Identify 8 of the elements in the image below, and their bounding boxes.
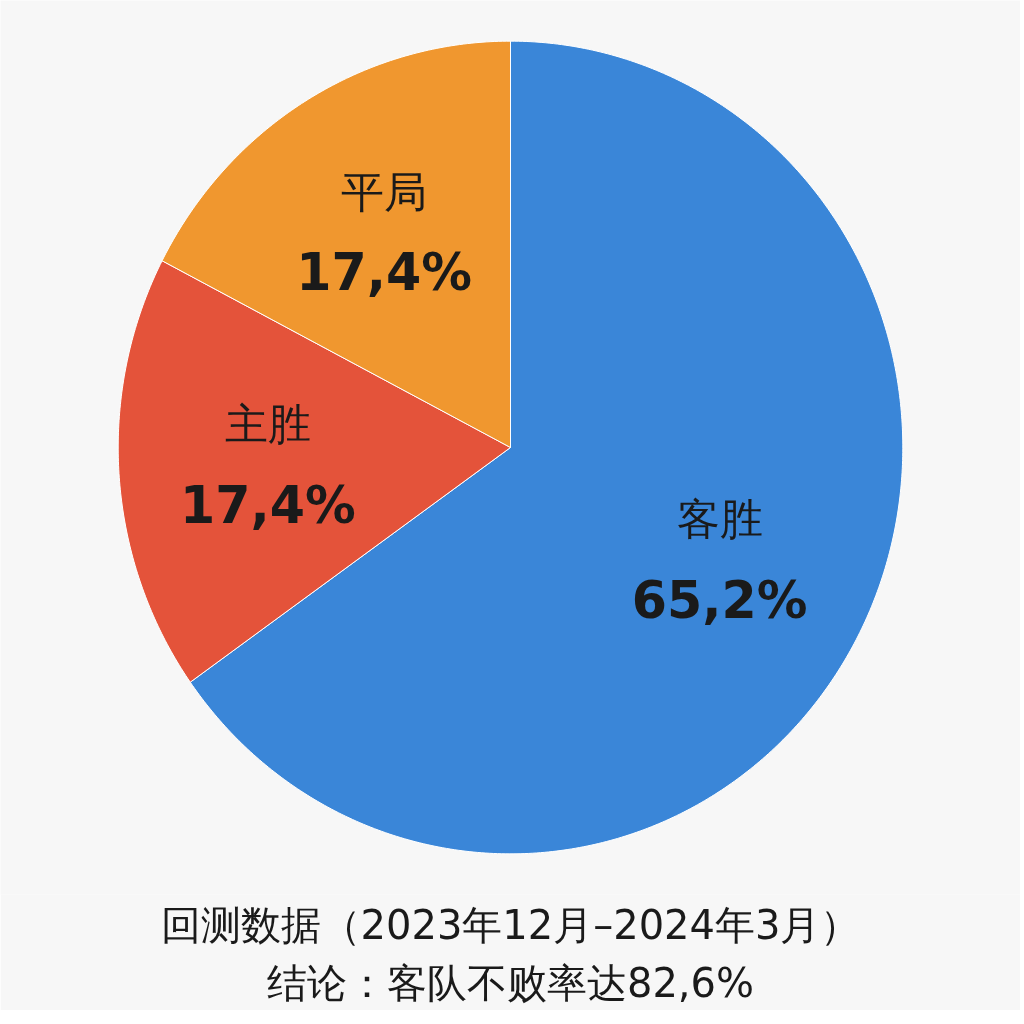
slice-label: 平局: [341, 166, 428, 217]
text: 结论：客队不败率达82,6%: [266, 959, 755, 1006]
data-label: 17,4%: [296, 243, 472, 303]
text: 回测数据（2023年12月–2024年3月）: [160, 901, 861, 948]
slice-label: 主胜: [224, 399, 311, 450]
slice-label: 客胜: [676, 493, 763, 544]
data-label: 17,4%: [179, 476, 356, 536]
data-label: 65,2%: [631, 570, 808, 630]
